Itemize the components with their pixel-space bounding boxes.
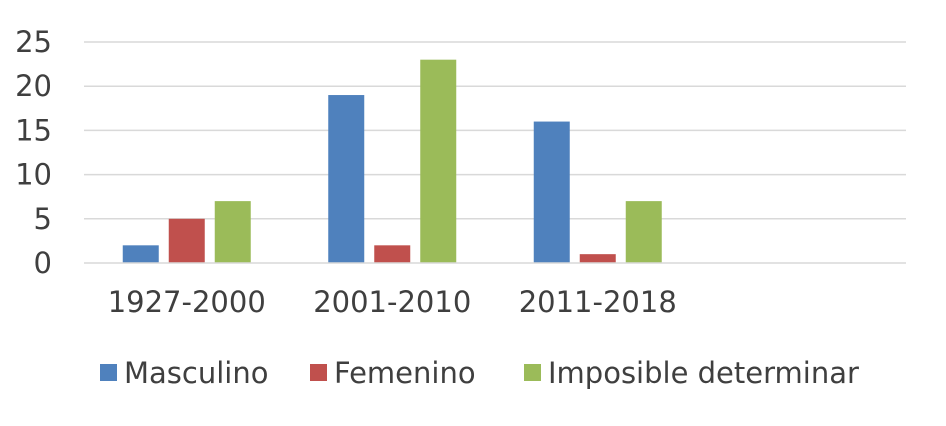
gridlines <box>84 41 906 220</box>
x-category-label: 2011-2018 <box>519 285 677 319</box>
legend: Masculino Femenino Imposible determinar <box>100 356 859 390</box>
bar-masculino <box>328 95 365 263</box>
legend-swatch <box>100 364 117 381</box>
y-tick-label: 0 <box>34 246 52 280</box>
bar-femenino <box>579 254 616 263</box>
y-tick-label: 15 <box>15 113 52 147</box>
y-axis-tick-labels: 0 5 10 15 20 25 <box>15 25 52 280</box>
bars <box>122 59 662 264</box>
y-tick-label: 25 <box>15 25 52 59</box>
y-tick-label: 20 <box>15 69 52 103</box>
bar-femenino <box>168 218 205 263</box>
legend-label: Femenino <box>334 356 476 390</box>
y-tick-label: 10 <box>15 158 52 192</box>
bar-imposible-determinar <box>420 59 457 264</box>
bar-masculino <box>122 245 159 263</box>
x-axis-category-labels: 1927-2000 2001-2010 2011-2018 <box>108 285 677 319</box>
legend-swatch <box>524 364 541 381</box>
bar-femenino <box>374 245 411 263</box>
bar-masculino <box>533 121 570 263</box>
legend-label: Imposible determinar <box>548 356 859 390</box>
legend-label: Masculino <box>124 356 268 390</box>
x-category-label: 2001-2010 <box>313 285 471 319</box>
bar-imposible-determinar <box>625 201 662 263</box>
y-tick-label: 5 <box>34 202 52 236</box>
x-category-label: 1927-2000 <box>108 285 266 319</box>
bar-imposible-determinar <box>214 201 251 263</box>
legend-swatch <box>310 364 327 381</box>
